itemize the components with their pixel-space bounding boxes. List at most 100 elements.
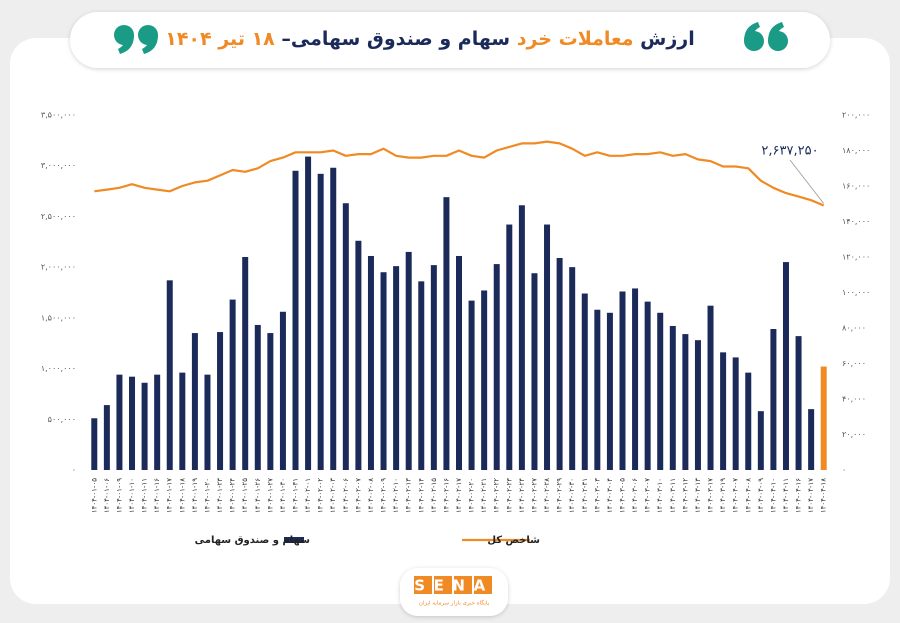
x-tick-label: ۱۴۰۴-۰۱-۲۷ [266,478,274,513]
annotation-pointer [789,159,825,204]
x-tick-label: ۱۴۰۴-۰۲-۰۱ [304,478,312,513]
x-tick-label: ۱۴۰۴-۰۳-۰۴ [606,478,614,513]
x-tick-label: ۱۴۰۴-۰۲-۲۰ [468,478,476,513]
x-tick-label: ۱۴۰۴-۰۱-۱۶ [153,478,161,513]
bar [179,372,186,470]
x-tick-label: ۱۴۰۴-۰۱-۰۹ [115,478,123,513]
x-tick-label: ۱۴۰۴-۰۲-۰۷ [354,478,362,513]
bar [405,251,412,470]
bar [217,332,224,470]
bar [694,340,701,470]
x-tick-label: ۱۴۰۴-۰۱-۳۰ [279,478,287,513]
logo-box [454,576,472,594]
x-tick-label: ۱۴۰۴-۰۲-۱۳ [405,478,413,513]
bar [204,374,211,470]
x-tick-label: ۱۴۰۴-۰۲-۱۵ [430,478,438,513]
y-tick-label: ۲,۰۰۰,۰۰۰ [41,263,76,272]
x-tick-label: ۱۴۰۴-۰۲-۱۴ [417,478,425,513]
bar [154,374,161,470]
bar [569,267,576,470]
x-tick-label: ۱۴۰۴-۰۲-۱۷ [455,478,463,513]
bar [103,405,110,470]
x-tick-label: ۱۴۰۴-۰۲-۱۶ [442,478,450,513]
bar [330,167,337,470]
x-tick-label: ۱۴۰۴-۰۲-۳۱ [581,478,589,513]
x-tick-label: ۱۴۰۴-۰۳-۱۹ [719,478,727,513]
x-tick-label: ۱۴۰۴-۰۲-۰۶ [342,478,350,513]
title-part: ارزش [640,28,695,50]
bar [682,334,689,470]
x-tick-label: ۱۴۰۴-۰۲-۲۳ [505,478,513,513]
x-tick-label: ۱۴۰۴-۰۴-۱۶ [795,478,803,513]
bar [745,372,752,470]
y2-tick-label: ۶۰,۰۰۰ [842,359,866,368]
x-tick-label: ۱۴۰۴-۰۱-۲۳ [216,478,224,513]
logo-text: SENA [414,577,494,595]
x-tick-label: ۱۴۰۴-۰۳-۰۵ [618,478,626,513]
x-tick-label: ۱۴۰۴-۰۳-۱۷ [707,478,715,513]
y-tick-label: ۲,۵۰۰,۰۰۰ [41,212,76,221]
x-tick-label: ۱۴۰۴-۰۴-۰۹ [757,478,765,513]
bar [782,262,789,470]
x-tick-label: ۱۴۰۴-۰۲-۰۲ [317,478,325,513]
line [94,140,825,207]
bar [305,156,312,471]
bar [367,255,374,470]
bar [594,309,601,470]
legend-label: سهام و صندوق سهامی [195,535,311,546]
x-tick-label: ۱۴۰۴-۰۴-۰۷ [732,478,740,513]
x-tick-label: ۱۴۰۴-۰۲-۲۴ [518,478,526,513]
x-tick-label: ۱۴۰۴-۰۱-۱۹ [191,478,199,513]
x-tick-label: ۱۴۰۴-۰۱-۱۰ [128,478,136,513]
x-tick-label: ۱۴۰۴-۰۳-۰۷ [644,478,652,513]
bar [707,305,714,470]
bar [141,382,148,470]
bar [430,265,437,470]
chart-title: ارزش معاملات خرد سهام و صندوق سهامی– ۱۸ … [120,16,740,62]
bar [531,273,538,470]
bar [820,366,827,470]
x-tick-label: ۱۴۰۴-۰۲-۲۸ [543,478,551,513]
x-tick-label: ۱۴۰۴-۰۱-۰۵ [90,478,98,513]
x-tick-label: ۱۴۰۴-۰۱-۲۵ [241,478,249,513]
bar [581,293,588,470]
bar [770,329,777,470]
y2-tick-label: ۴۰,۰۰۰ [842,395,866,404]
y2-tick-label: ۲۰۰,۰۰۰ [842,111,870,120]
logo: SENA پایگاه خبری بازار سرمایه ایران [414,576,494,607]
bar [544,224,551,470]
y-tick-label: ۳,۵۰۰,۰۰۰ [41,111,76,120]
x-tick-label: ۱۴۰۴-۰۱-۱۸ [178,478,186,513]
y2-tick-label: ۰ [842,466,846,475]
bar [418,281,425,470]
y-tick-label: ۰ [72,466,76,475]
bar [808,409,815,470]
x-tick-label: ۱۴۰۴-۰۲-۲۷ [530,478,538,513]
bar [795,336,802,470]
x-tick-label: ۱۴۰۴-۰۳-۱۳ [694,478,702,513]
x-tick-label: ۱۴۰۴-۰۲-۳۰ [568,478,576,513]
bar [166,280,173,470]
logo-box [434,576,452,594]
logo-tagline: پایگاه خبری بازار سرمایه ایران [419,600,490,607]
x-tick-label: ۱۴۰۴-۰۳-۱۰ [656,478,664,513]
x-tick-label: ۱۴۰۴-۰۲-۰۹ [380,478,388,513]
bar [493,264,500,470]
x-tick-label: ۱۴۰۴-۰۱-۲۴ [229,478,237,513]
bar [242,257,249,470]
bar [757,411,764,470]
bar [317,173,324,471]
x-tick-label: ۱۴۰۴-۰۱-۱۷ [166,478,174,513]
x-tick-label: ۱۴۰۴-۰۴-۱۸ [820,478,828,513]
x-tick-label: ۱۴۰۴-۰۲-۰۸ [367,478,375,513]
bar [380,272,387,470]
y2-tick-label: ۱۲۰,۰۰۰ [842,253,870,262]
y2-tick-label: ۲۰,۰۰۰ [842,430,866,439]
bar [191,333,198,470]
x-tick-label: ۱۴۰۴-۰۱-۱۱ [141,478,149,513]
x-tick-label: ۱۴۰۴-۰۲-۲۹ [556,478,564,513]
bar [644,301,651,470]
bar [279,311,286,470]
